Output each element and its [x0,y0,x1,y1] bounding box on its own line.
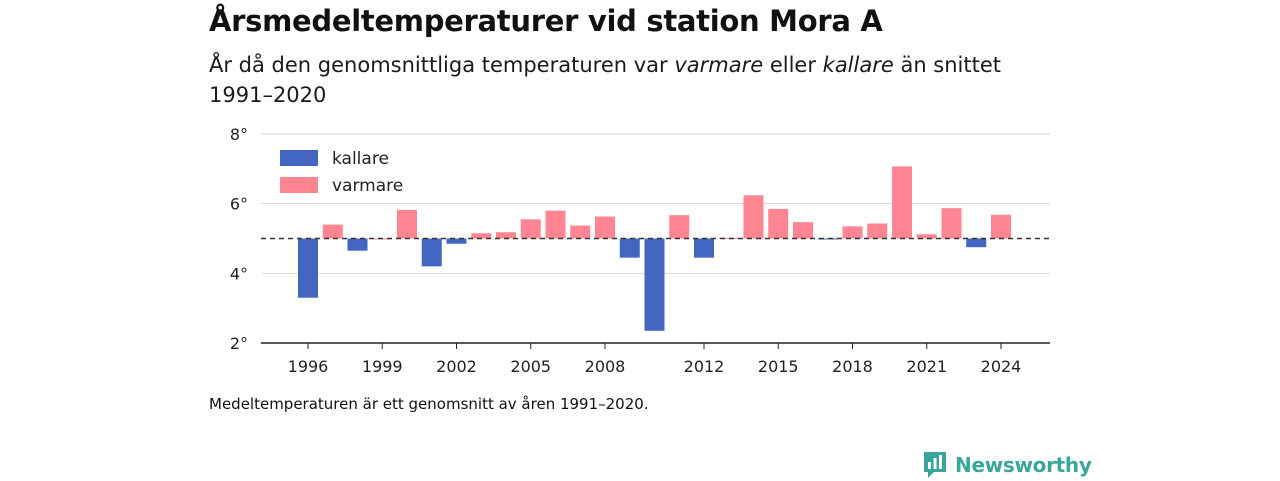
subtitle-emphasis-warmer: varmare [674,53,764,77]
x-tick-label: 2024 [981,357,1022,376]
brand-name: Newsworthy [955,453,1092,477]
bar-warmer [916,234,937,239]
bar-colder [644,238,665,331]
x-tick-label: 2018 [832,357,873,376]
bar-warmer [471,233,492,239]
bar-colder [421,238,442,267]
bar-warmer [842,226,863,239]
bar-warmer [520,219,541,239]
x-tick-label: 2012 [684,357,725,376]
bar-warmer [793,222,813,239]
y-tick-label: 8° [230,125,248,144]
bar-warmer [545,210,566,239]
subtitle-text-3: än snittet 1991–2020 [209,53,1002,107]
chart-subtitle: År då den genomsnittliga temperaturen va… [209,50,1029,110]
footnote: Medeltemperaturen är ett genomsnitt av å… [209,395,649,413]
bar-warmer [991,214,1011,239]
bar-colder [694,238,714,258]
y-tick-label: 4° [230,264,248,283]
x-tick-label: 2005 [510,357,551,376]
bar-colder [966,238,987,248]
bar-colder [817,238,838,240]
chart-title: Årsmedeltemperaturer vid station Mora A [209,4,883,38]
bar-warmer [768,208,789,239]
x-axis-labels: 1996 1999 2002 2005 2008 2012 2015 2018 2021 2024 [288,343,1022,376]
bar-colder [619,238,640,258]
subtitle-text-2: eller [763,53,823,77]
bar-warmer [496,232,516,239]
bar-colder [298,238,318,298]
x-tick-label: 2021 [906,357,947,376]
legend: kallare varmare [280,149,403,196]
bar-warmer [718,237,739,239]
y-tick-label: 6° [230,195,248,214]
bar-colder [347,238,368,251]
bar-warmer [397,209,417,239]
bar-warmer [941,208,962,239]
legend-swatch-kallare [280,150,318,166]
bar-warmer [669,215,690,239]
bar-warmer [595,216,615,239]
x-tick-label: 1996 [288,357,329,376]
bars [298,166,1011,331]
subtitle-text-1: År då den genomsnittliga temperaturen va… [209,53,675,77]
x-tick-label: 1999 [362,357,403,376]
x-tick-label: 2002 [436,357,477,376]
y-axis-labels: 2° 4° 6° 8° [230,125,248,353]
bar-warmer [892,166,912,239]
brand-logo: Newsworthy [922,449,1092,481]
x-tick-label: 2015 [758,357,799,376]
legend-swatch-varmare [280,177,318,193]
y-tick-label: 2° [230,334,248,353]
legend-label-kallare: kallare [332,149,389,169]
subtitle-emphasis-colder: kallare [822,53,894,77]
bar-colder [446,238,467,244]
legend-label-varmare: varmare [332,176,403,196]
bar-warmer [867,223,888,239]
bar-warmer [743,195,764,239]
bar-chart: 2° 4° 6° 8° 1996 1999 2002 2005 2008 2012 2015 201… [230,125,1050,376]
bar-warmer [570,225,591,239]
x-tick-label: 2008 [585,357,626,376]
newsworthy-logo-icon [924,452,946,478]
bar-warmer [322,224,343,239]
